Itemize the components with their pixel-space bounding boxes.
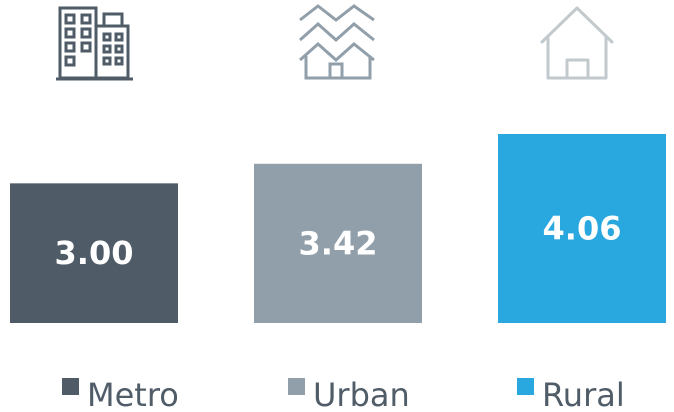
legend-label-metro: Metro [87, 376, 179, 412]
bar-urban [254, 163, 422, 323]
house-icon [540, 6, 614, 80]
city-buildings-icon [56, 6, 133, 81]
bar-metro [10, 183, 178, 323]
legend-swatch-urban [288, 378, 305, 395]
legend-label-urban: Urban [313, 376, 410, 412]
legend-swatch-metro [62, 378, 79, 395]
bars-group: 3.00 3.42 4.06 [10, 134, 666, 323]
bar-value-label-urban: 3.42 [299, 224, 378, 262]
suburban-houses-icon [299, 4, 375, 80]
legend-label-rural: Rural [542, 376, 625, 412]
legend: Metro Urban Rural [62, 376, 625, 412]
bar-rural [498, 134, 666, 323]
bar-value-label-metro: 3.00 [55, 234, 134, 272]
bar-value-label-rural: 4.06 [543, 210, 622, 248]
legend-swatch-rural [517, 378, 534, 395]
